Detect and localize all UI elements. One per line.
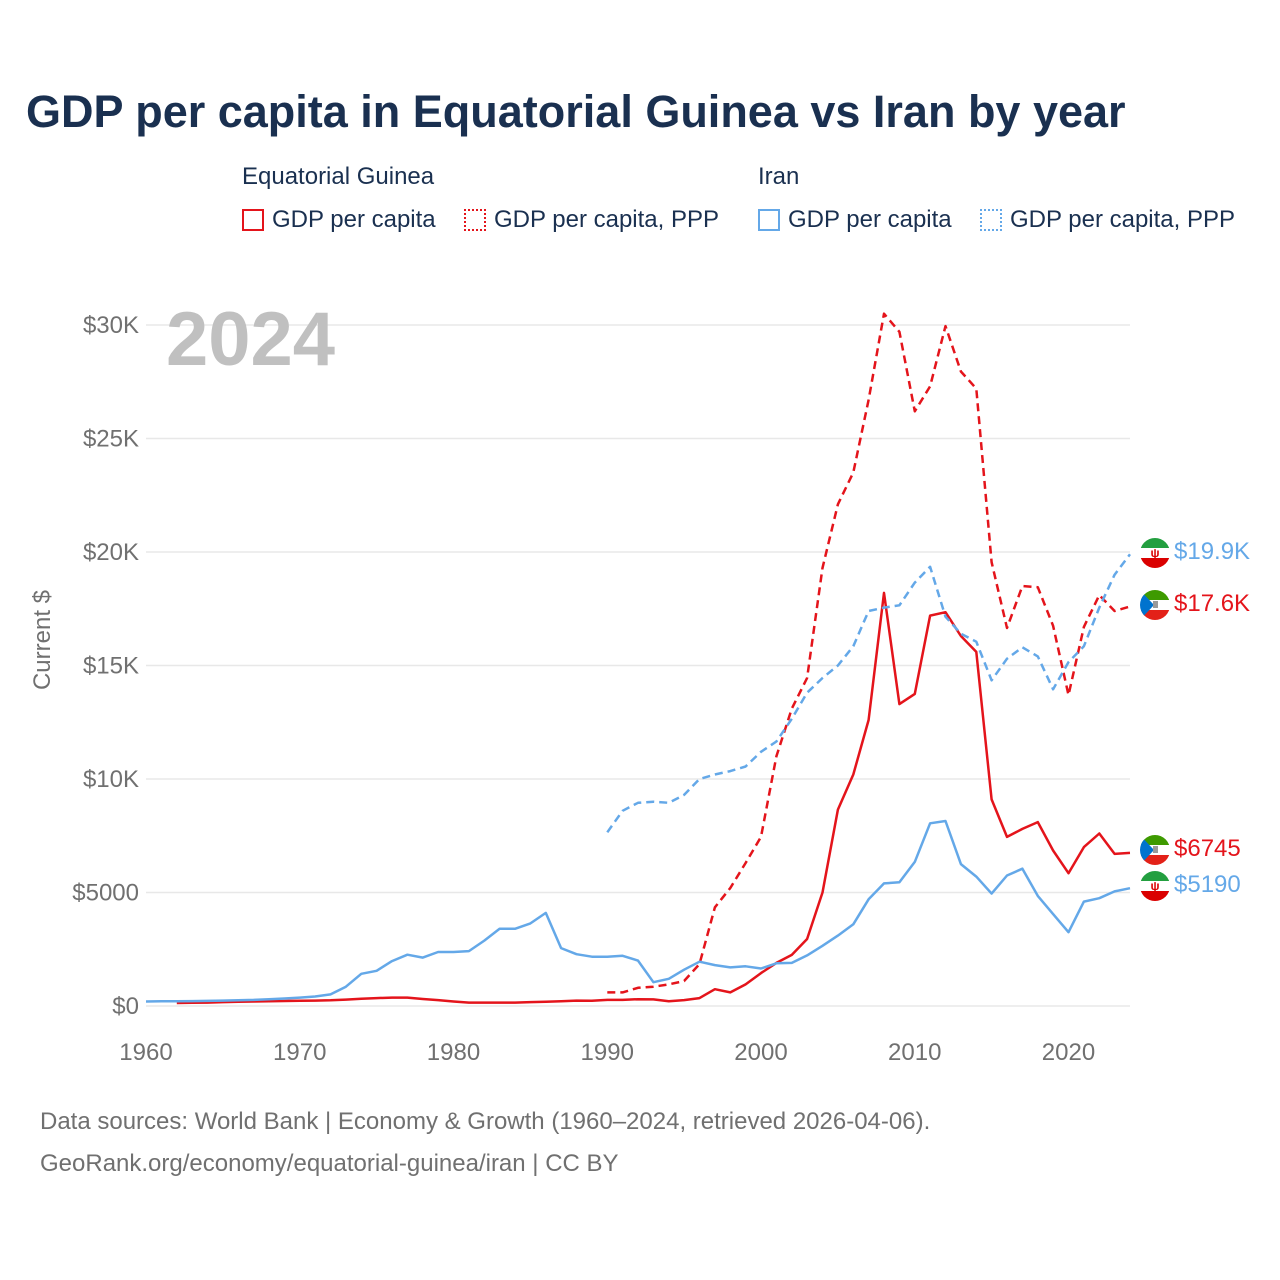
legend-label: GDP per capita, PPP bbox=[1010, 206, 1235, 233]
y-axis-title: Current $ bbox=[29, 589, 56, 691]
equatorial-guinea-flag-icon bbox=[1140, 590, 1170, 620]
legend-swatch-dotted-red bbox=[464, 209, 486, 231]
iran-flag-icon: ψ bbox=[1140, 538, 1170, 568]
y-tick-label: $5000 bbox=[72, 880, 139, 907]
end-label-iran-ppp: $19.9K bbox=[1174, 538, 1251, 565]
x-tick-label: 2010 bbox=[888, 1039, 941, 1066]
legend-group-iran: Iran bbox=[758, 163, 800, 190]
end-label-eg-gdp: $6745 bbox=[1174, 835, 1241, 862]
iran-flag-icon: ψ bbox=[1140, 871, 1170, 901]
end-label-iran-gdp: $5190 bbox=[1174, 871, 1241, 898]
legend-item-iran-gdp[interactable]: GDP per capita bbox=[758, 204, 952, 236]
legend-label: GDP per capita bbox=[788, 206, 952, 233]
legend-label: GDP per capita bbox=[272, 206, 436, 233]
y-tick-label: $0 bbox=[112, 993, 139, 1020]
x-tick-label: 1970 bbox=[273, 1039, 326, 1066]
series-line-eg_ppp bbox=[607, 312, 1131, 994]
y-tick-label: $20K bbox=[83, 539, 139, 566]
series-line-eg_gdp bbox=[176, 591, 1131, 1005]
legend-swatch-solid-blue bbox=[758, 209, 780, 231]
x-tick-label: 1960 bbox=[119, 1039, 172, 1066]
source-line-1: Data sources: World Bank | Economy & Gro… bbox=[40, 1108, 931, 1135]
series-line-iran_ppp bbox=[606, 553, 1131, 834]
y-tick-label: $30K bbox=[83, 312, 139, 339]
end-label-eg-ppp: $17.6K bbox=[1174, 590, 1251, 617]
series-line-iran_gdp bbox=[145, 819, 1131, 1003]
y-tick-label: $15K bbox=[83, 653, 139, 680]
legend-swatch-solid-red bbox=[242, 209, 264, 231]
x-tick-label: 2000 bbox=[734, 1039, 787, 1066]
legend-swatch-dotted-blue bbox=[980, 209, 1002, 231]
legend-label: GDP per capita, PPP bbox=[494, 206, 719, 233]
x-tick-label: 1990 bbox=[581, 1039, 634, 1066]
chart-title: GDP per capita in Equatorial Guinea vs I… bbox=[26, 86, 1126, 137]
x-tick-label: 1980 bbox=[427, 1039, 480, 1066]
legend-group-equatorial-guinea: Equatorial Guinea bbox=[242, 163, 435, 190]
x-tick-label: 2020 bbox=[1042, 1039, 1095, 1066]
legend-item-iran-ppp[interactable]: GDP per capita, PPP bbox=[980, 204, 1235, 236]
y-tick-label: $10K bbox=[83, 766, 139, 793]
year-label: 2024 bbox=[166, 297, 336, 382]
legend-item-eg-gdp[interactable]: GDP per capita bbox=[242, 204, 436, 236]
y-tick-label: $25K bbox=[83, 426, 139, 453]
equatorial-guinea-flag-icon bbox=[1140, 835, 1170, 865]
source-line-2: GeoRank.org/economy/equatorial-guinea/ir… bbox=[40, 1150, 619, 1177]
legend-item-eg-ppp[interactable]: GDP per capita, PPP bbox=[464, 204, 719, 236]
